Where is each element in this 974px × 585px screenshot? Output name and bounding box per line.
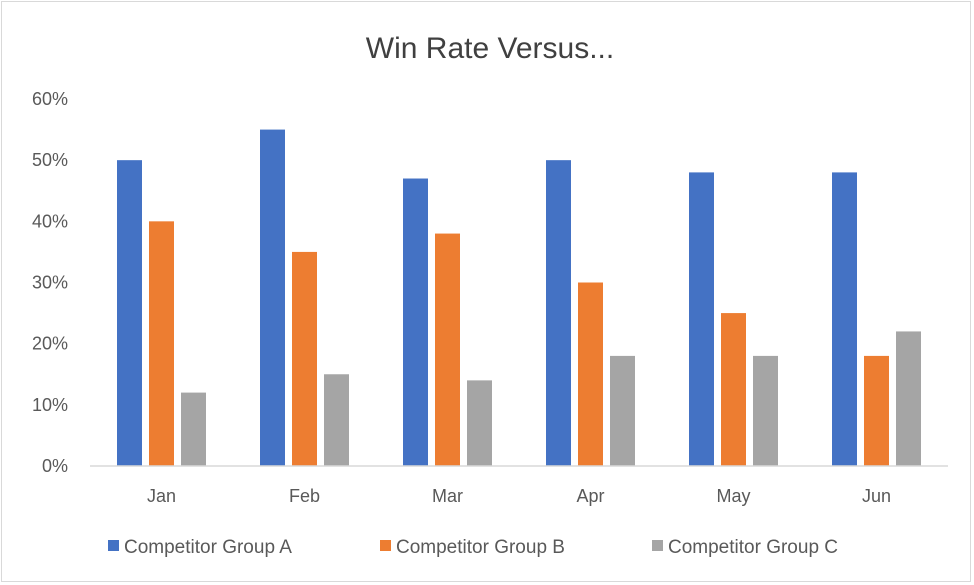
bar-apr-series-1 (546, 160, 571, 466)
bar-feb-series-2 (292, 251, 317, 466)
bar-jun-series-3 (896, 331, 921, 466)
y-axis: 0% 10% 20% 30% 40% 50% 60% (32, 89, 68, 476)
legend-swatch-series-3 (652, 540, 663, 551)
bar-jan-series-3 (181, 392, 206, 466)
bar-mar-series-2 (435, 233, 460, 466)
x-tick-label: Apr (576, 486, 604, 506)
legend-label-series-2: Competitor Group B (396, 537, 565, 558)
bar-mar-series-3 (467, 380, 492, 466)
bar-may-series-3 (753, 355, 778, 466)
bar-feb-series-1 (260, 129, 285, 467)
x-tick-label: Feb (289, 486, 320, 506)
y-tick-label: 60% (32, 89, 68, 109)
legend-swatch-series-2 (380, 540, 391, 551)
y-tick-label: 40% (32, 211, 68, 231)
y-tick-label: 0% (42, 456, 68, 476)
x-tick-label: Jan (147, 486, 176, 506)
bar-jun-series-1 (832, 172, 857, 466)
bar-feb-series-3 (324, 374, 349, 466)
x-axis: Jan Feb Mar Apr May Jun (147, 486, 891, 506)
bar-may-series-2 (721, 313, 746, 466)
legend-swatch-series-1 (108, 540, 119, 551)
plot-area (117, 129, 921, 467)
legend: Competitor Group A Competitor Group B Comp… (108, 537, 838, 558)
bar-jan-series-1 (117, 160, 142, 466)
bar-mar-series-1 (403, 178, 428, 466)
bar-may-series-1 (689, 172, 714, 466)
y-tick-label: 20% (32, 334, 68, 354)
bar-apr-series-3 (610, 355, 635, 466)
x-tick-label: May (716, 486, 750, 506)
bar-jun-series-2 (864, 355, 889, 466)
x-tick-label: Jun (862, 486, 891, 506)
bar-apr-series-2 (578, 282, 603, 466)
y-tick-label: 30% (32, 273, 68, 293)
legend-label-series-1: Competitor Group A (124, 537, 292, 558)
x-tick-label: Mar (432, 486, 463, 506)
chart-title: Win Rate Versus... (366, 32, 614, 65)
y-tick-label: 10% (32, 395, 68, 415)
bar-jan-series-2 (149, 221, 174, 466)
y-tick-label: 50% (32, 150, 68, 170)
legend-label-series-3: Competitor Group C (668, 537, 838, 558)
